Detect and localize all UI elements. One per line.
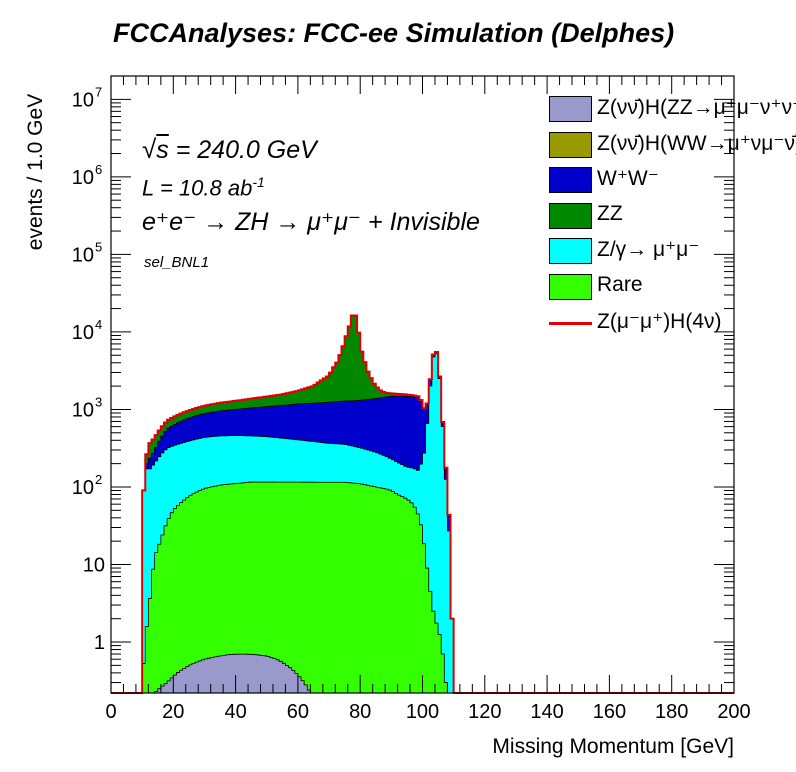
y-tick-exponent: 3: [95, 394, 102, 409]
y-tick-label: 10: [72, 477, 94, 499]
x-tick-label: 40: [224, 701, 246, 723]
x-tick-label: 120: [468, 701, 501, 723]
legend-entry: Z/γ→ μ⁺μ⁻: [549, 234, 796, 270]
legend-label: Z(νν̄)H(WW→μ⁺νμ⁻ν̄): [597, 131, 796, 155]
legend-label: ZZ: [597, 201, 623, 225]
legend-color-swatch: [549, 131, 592, 158]
legend-label: Z(μ⁻μ⁺)H(4ν): [597, 309, 722, 333]
legend-color-swatch: [549, 202, 592, 229]
sqrt-argument: s: [156, 136, 169, 164]
process-annotation: e⁺e⁻ → ZH → μ⁺μ⁻ + Invisible: [142, 208, 480, 236]
x-tick-label: 0: [105, 701, 116, 723]
legend-color-swatch: [549, 167, 592, 194]
axis-ticks: [110, 75, 735, 693]
x-axis-label: Missing Momentum [GeV]: [492, 735, 734, 758]
legend-color-swatch: [549, 96, 592, 122]
legend-color-swatch: [549, 238, 592, 265]
energy-value: = 240.0 GeV: [168, 136, 317, 164]
x-tick-label: 180: [655, 701, 688, 723]
y-tick-label: 10: [83, 554, 105, 576]
y-tick-label: 10: [72, 89, 94, 111]
x-tick-label: 100: [406, 701, 439, 723]
y-tick-exponent: 4: [95, 317, 102, 332]
chart-title: FCCAnalyses: FCC-ee Simulation (Delphes): [113, 18, 675, 48]
x-tick-label: 140: [530, 701, 563, 723]
energy-annotation: √s = 240.0 GeV: [142, 134, 317, 165]
legend-entry: Z(νν̄)H(WW→μ⁺νμ⁻ν̄): [549, 128, 796, 164]
y-tick-label: 10: [72, 244, 94, 266]
y-tick-label: 1: [94, 632, 105, 654]
legend: Z(νν̄)H(ZZ→μ⁺μ⁻ν⁺ν⁻) Z(νν̄)H(WW→μ⁺νμ⁻ν̄) W…: [549, 92, 796, 341]
y-tick-exponent: 6: [95, 162, 102, 177]
selection-annotation: sel_BNL1: [144, 254, 210, 271]
legend-label: Z(νν̄)H(ZZ→μ⁺μ⁻ν⁺ν⁻): [597, 96, 796, 119]
legend-line-swatch: [549, 321, 592, 325]
legend-label: Rare: [597, 272, 643, 296]
legend-entry: ZZ: [549, 199, 796, 235]
legend-entry: Z(μ⁻μ⁺)H(4ν): [549, 306, 796, 342]
y-tick-label: 10: [72, 167, 94, 189]
x-tick-label: 160: [593, 701, 626, 723]
legend-label: W⁺W⁻: [597, 167, 659, 191]
y-axis-label: events / 1.0 GeV: [24, 93, 47, 251]
legend-entry: Z(νν̄)H(ZZ→μ⁺μ⁻ν⁺ν⁻): [549, 92, 796, 128]
y-tick-exponent: 5: [95, 239, 102, 254]
energy-text: s = 240.0 GeV: [156, 136, 317, 164]
x-tick-label: 60: [287, 701, 309, 723]
x-tick-label: 20: [162, 701, 184, 723]
stacked-areas: [111, 314, 734, 694]
x-tick-label: 80: [349, 701, 371, 723]
x-tick-labels: 0 20 40 60 80 100 120 140 160 180 200: [105, 701, 750, 723]
luminosity-annotation: L = 10.8 ab-1: [142, 174, 265, 201]
legend-label: Z/γ→ μ⁺μ⁻: [597, 238, 700, 262]
y-tick-exponent: 2: [95, 472, 102, 487]
y-tick-label: 10: [72, 399, 94, 421]
y-tick-exponent: 7: [95, 84, 102, 99]
lumi-exponent: -1: [252, 174, 265, 190]
legend-entry: Rare: [549, 270, 796, 306]
legend-entry: W⁺W⁻: [549, 163, 796, 199]
lumi-text: L = 10.8 ab: [142, 175, 253, 201]
x-tick-label: 200: [717, 701, 750, 723]
y-tick-label: 10: [72, 322, 94, 344]
sqrt-symbol: √: [142, 134, 157, 164]
legend-color-swatch: [549, 273, 592, 300]
